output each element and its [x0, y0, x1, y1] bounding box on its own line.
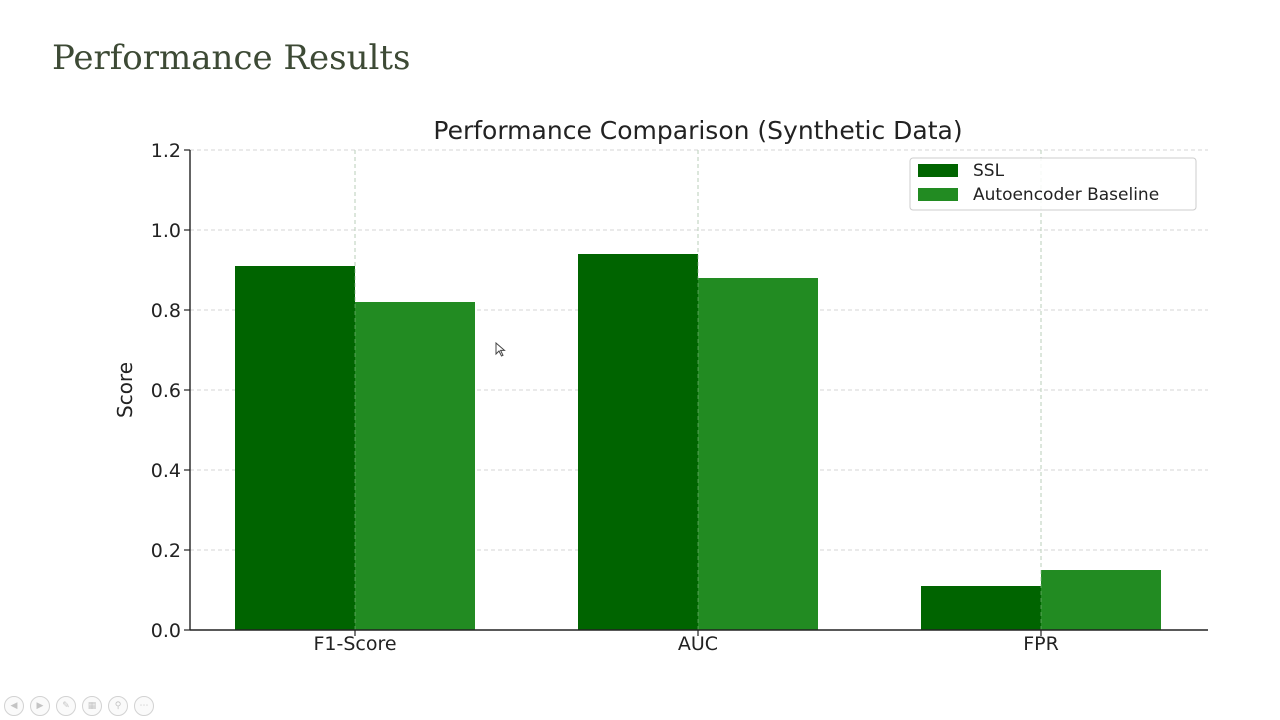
y-axis-label: Score — [113, 362, 137, 418]
y-tick-label: 0.2 — [151, 540, 181, 562]
y-tick-label: 1.0 — [151, 220, 181, 242]
legend-box — [909, 157, 1197, 211]
presentation-toolbar: ◀ ▶ ✎ ▦ ⚲ ⋯ — [4, 695, 154, 717]
x-tick-label: FPR — [1023, 633, 1059, 655]
next-icon[interactable]: ▶ — [30, 696, 50, 716]
legend: SSL Autoencoder Baseline — [909, 157, 1197, 211]
legend-label-autoencoder: Autoencoder Baseline — [973, 185, 1159, 205]
y-tick-label: 0.4 — [151, 460, 181, 482]
grid-overlay — [354, 150, 1042, 630]
x-tick-label: AUC — [678, 633, 718, 655]
bar-autoencoder-baseline-f1-score — [355, 302, 475, 630]
prev-icon[interactable]: ◀ — [4, 696, 24, 716]
bars — [235, 150, 1161, 630]
bar-autoencoder-baseline-auc — [698, 278, 818, 630]
zoom-icon[interactable]: ⚲ — [108, 696, 128, 716]
bar-ssl-auc — [578, 254, 698, 630]
legend-swatch-autoencoder — [918, 188, 958, 201]
bar-autoencoder-baseline-fpr — [1041, 570, 1161, 630]
bar-ssl-fpr — [921, 586, 1041, 630]
chart-title: Performance Comparison (Synthetic Data) — [433, 116, 962, 145]
y-tick-label: 0.8 — [151, 300, 181, 322]
more-icon[interactable]: ⋯ — [134, 696, 154, 716]
pen-icon[interactable]: ✎ — [56, 696, 76, 716]
bar-chart: 0.0 0.2 0.4 0.6 0.8 1.0 1.2 F1-Score AUC FPR Perf… — [113, 116, 1208, 655]
y-tick-label: 0.6 — [151, 380, 181, 402]
ticks: 0.0 0.2 0.4 0.6 0.8 1.0 1.2 F1-Score AUC FPR — [151, 140, 1059, 655]
x-tick-label: F1-Score — [313, 633, 396, 655]
y-tick-label: 0.0 — [151, 620, 181, 642]
slide-title: Performance Results — [52, 38, 411, 78]
mouse-cursor-icon — [495, 342, 506, 357]
slides-icon[interactable]: ▦ — [82, 696, 102, 716]
bar-ssl-f1-score — [235, 266, 355, 630]
legend-swatch-ssl — [918, 164, 958, 177]
y-tick-label: 1.2 — [151, 140, 181, 162]
legend-label-ssl: SSL — [973, 161, 1005, 181]
